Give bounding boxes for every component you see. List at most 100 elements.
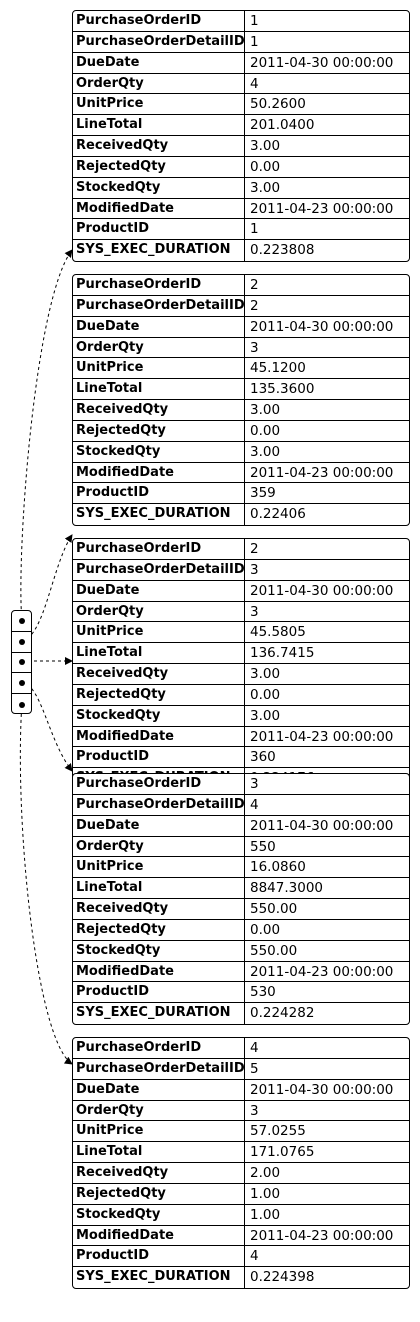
field-value: 50.2600 xyxy=(250,96,306,113)
field-key: StockedQty xyxy=(73,441,245,462)
field-value: 550 xyxy=(250,838,276,855)
table-row: ProductID 359 xyxy=(73,483,409,505)
table-row: UnitPrice 57.0255 xyxy=(73,1121,409,1143)
table-row: ProductID 360 xyxy=(73,747,409,769)
table-row: LineTotal 135.3600 xyxy=(73,379,409,401)
field-key: DueDate xyxy=(73,316,245,337)
table-row: ReceivedQty 3.00 xyxy=(73,136,409,157)
record-table-2: PurchaseOrderID 2 PurchaseOrderDetailID 2 Du… xyxy=(72,274,410,527)
field-key: RejectedQty xyxy=(73,420,245,441)
table-row: PurchaseOrderID 4 xyxy=(73,1038,409,1059)
field-value: 2011-04-23 00:00:00 xyxy=(250,1227,394,1244)
field-key: OrderQty xyxy=(73,601,245,622)
field-value: 2011-04-30 00:00:00 xyxy=(250,54,394,71)
field-key: StockedQty xyxy=(73,1204,245,1225)
field-value: 0.00 xyxy=(250,921,281,938)
field-value: 3 xyxy=(250,603,259,620)
table-row: PurchaseOrderDetailID 4 xyxy=(73,794,409,816)
table-row: PurchaseOrderID 2 xyxy=(73,275,409,296)
field-value: 45.1200 xyxy=(250,360,306,377)
table-row: DueDate 2011-04-30 00:00:00 xyxy=(73,316,409,338)
field-key: LineTotal xyxy=(73,379,245,400)
field-value: 3.00 xyxy=(250,179,281,196)
field-key: UnitPrice xyxy=(73,857,245,878)
field-value: 3.00 xyxy=(250,666,281,683)
field-value: 135.3600 xyxy=(250,381,315,398)
field-key: PurchaseOrderID xyxy=(73,1038,245,1058)
field-key: SYS_EXEC_DURATION xyxy=(73,1003,245,1025)
pointer-dot xyxy=(18,638,25,645)
field-value: 2 xyxy=(250,277,259,293)
record-array-node xyxy=(11,610,32,714)
field-value: 3 xyxy=(250,339,259,356)
pointer-dot xyxy=(18,617,25,624)
field-value: 2011-04-23 00:00:00 xyxy=(250,728,394,745)
field-value: 530 xyxy=(250,984,276,1001)
table-row: DueDate 2011-04-30 00:00:00 xyxy=(73,580,409,602)
field-key: DueDate xyxy=(73,52,245,73)
table-row: PurchaseOrderID 3 xyxy=(73,774,409,795)
table-row: DueDate 2011-04-30 00:00:00 xyxy=(73,1079,409,1101)
field-key: OrderQty xyxy=(73,836,245,857)
array-cell-5[interactable] xyxy=(12,694,31,715)
field-key: RejectedQty xyxy=(73,919,245,940)
table-row: ModifiedDate 2011-04-23 00:00:00 xyxy=(73,462,409,484)
field-value: 2011-04-23 00:00:00 xyxy=(250,464,394,481)
table-row: UnitPrice 50.2600 xyxy=(73,94,409,116)
field-value: 360 xyxy=(250,749,276,766)
table-row: DueDate 2011-04-30 00:00:00 xyxy=(73,815,409,837)
field-key: PurchaseOrderID xyxy=(73,774,245,794)
field-value: 1 xyxy=(250,221,259,238)
table-row: StockedQty 3.00 xyxy=(73,705,409,727)
table-row: ModifiedDate 2011-04-23 00:00:00 xyxy=(73,726,409,748)
table-row: PurchaseOrderID 1 xyxy=(73,11,409,32)
table-row: LineTotal 8847.3000 xyxy=(73,878,409,900)
table-row: RejectedQty 0.00 xyxy=(73,684,409,706)
table-row: LineTotal 201.0400 xyxy=(73,115,409,137)
table-row: OrderQty 3 xyxy=(73,337,409,359)
field-key: ProductID xyxy=(73,1246,245,1267)
table-row: RejectedQty 0.00 xyxy=(73,919,409,941)
field-value: 2011-04-23 00:00:00 xyxy=(250,963,394,980)
array-cell-1[interactable] xyxy=(12,611,31,632)
field-key: StockedQty xyxy=(73,177,245,198)
field-key: PurchaseOrderID xyxy=(73,275,245,295)
field-value: 57.0255 xyxy=(250,1123,306,1140)
field-key: ReceivedQty xyxy=(73,664,245,684)
table-row: ModifiedDate 2011-04-23 00:00:00 xyxy=(73,198,409,220)
field-key: DueDate xyxy=(73,1079,245,1100)
field-value: 3.00 xyxy=(250,402,281,419)
field-key: ProductID xyxy=(73,483,245,504)
field-key: ModifiedDate xyxy=(73,462,245,483)
field-value: 0.00 xyxy=(250,686,281,703)
field-key: SYS_EXEC_DURATION xyxy=(73,1267,245,1289)
field-value: 171.0765 xyxy=(250,1144,315,1161)
field-value: 0.224282 xyxy=(250,1005,315,1022)
field-value: 2011-04-30 00:00:00 xyxy=(250,817,394,834)
table-row: SYS_EXEC_DURATION 0.22406 xyxy=(73,504,409,526)
table-row: OrderQty 550 xyxy=(73,836,409,858)
table-row: ProductID 1 xyxy=(73,219,409,241)
field-key: ReceivedQty xyxy=(73,136,245,156)
table-row: PurchaseOrderDetailID 1 xyxy=(73,31,409,53)
table-row: OrderQty 4 xyxy=(73,73,409,95)
table-row: ReceivedQty 550.00 xyxy=(73,899,409,920)
array-cell-3[interactable] xyxy=(12,653,31,674)
array-cell-2[interactable] xyxy=(12,632,31,653)
field-value: 4 xyxy=(250,75,259,92)
array-cell-4[interactable] xyxy=(12,673,31,695)
field-key: PurchaseOrderID xyxy=(73,539,245,559)
table-row: RejectedQty 0.00 xyxy=(73,156,409,178)
table-row: LineTotal 171.0765 xyxy=(73,1142,409,1164)
table-row: SYS_EXEC_DURATION 0.223808 xyxy=(73,240,409,262)
field-value: 0.223808 xyxy=(250,242,315,259)
field-key: ModifiedDate xyxy=(73,726,245,747)
field-value: 550.00 xyxy=(250,942,298,959)
table-row: StockedQty 550.00 xyxy=(73,940,409,962)
field-value: 550.00 xyxy=(250,901,298,918)
field-key: ReceivedQty xyxy=(73,899,245,919)
field-key: ReceivedQty xyxy=(73,1163,245,1183)
table-row: OrderQty 3 xyxy=(73,601,409,623)
field-key: UnitPrice xyxy=(73,358,245,379)
field-key: RejectedQty xyxy=(73,1183,245,1204)
